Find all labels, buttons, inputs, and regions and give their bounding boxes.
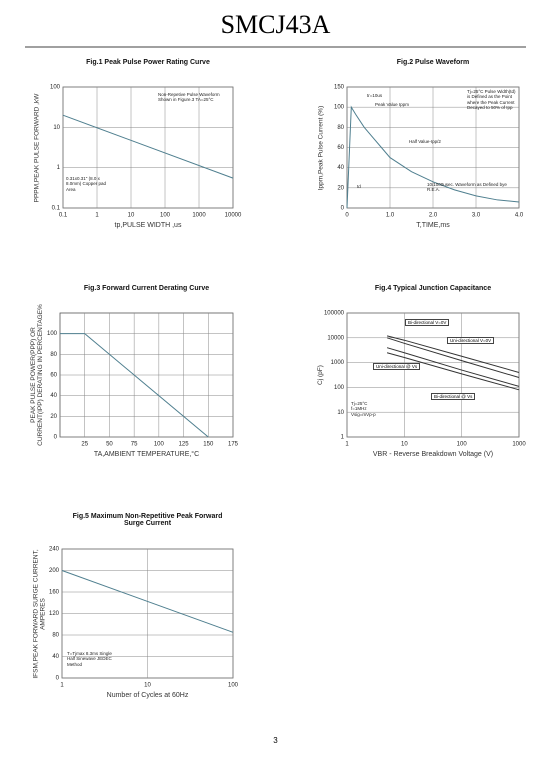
series-label: Uni-directional V=0V: [447, 337, 495, 344]
y-tick-label: 240: [49, 547, 60, 553]
x-tick-label: 10000: [225, 213, 242, 219]
y-tick-label: 40: [52, 654, 59, 660]
y-tick-label: 0: [54, 435, 58, 441]
x-tick-label: 3.0: [472, 213, 481, 219]
x-tick-label: 1: [95, 213, 99, 219]
y-tick-label: 10: [337, 410, 344, 416]
x-tick-label: 50: [106, 442, 113, 448]
x-tick-label: 75: [131, 442, 138, 448]
x-tick-label: 100: [154, 442, 165, 448]
x-tick-label: 1000: [512, 442, 526, 448]
y-tick-label: 150: [334, 85, 345, 91]
data-line: [60, 333, 209, 438]
y-tick-label: 80: [337, 125, 344, 131]
x-tick-label: 100: [457, 442, 468, 448]
data-line: [61, 570, 234, 633]
y-tick-label: 80: [52, 633, 59, 639]
x-tick-label: 150: [203, 442, 214, 448]
chart-title: Fig.2 Pulse Waveform: [396, 59, 470, 66]
data-line: [386, 352, 520, 391]
annotation: 10/1000usec. Waveform as Defined bye R.E…: [427, 182, 507, 193]
x-tick-label: 175: [228, 442, 239, 448]
y-tick-label: 20: [337, 185, 344, 191]
x-tick-label: 10: [128, 213, 135, 219]
annotation: td: [357, 184, 361, 189]
data-line: [386, 337, 520, 379]
y-tick-label: 100: [47, 331, 58, 337]
x-tick-label: 0: [345, 213, 349, 219]
x-axis-label: TA,AMBIENT TEMPERATURE,°C: [93, 451, 200, 458]
data-line: [386, 335, 520, 373]
annotation: Half Value-Ipp/2: [409, 139, 441, 144]
annotation: Tj=25°C f=1MHz Vsig=mVp-p: [351, 401, 376, 417]
x-tick-label: 10: [144, 683, 151, 689]
plot-frame: [346, 312, 520, 438]
y-tick-label: 100: [334, 385, 345, 391]
y-tick-label: 10000: [327, 335, 344, 341]
x-tick-label: 0.1: [59, 213, 68, 219]
y-tick-label: 10: [53, 125, 60, 131]
data-line: [346, 105, 520, 209]
annotation: 0.31x0.31" (8.0 x 8.0mm) Copper pad Area: [66, 176, 107, 192]
y-axis-label: PPPM,PEAK PULSE FORWARD ,kW: [33, 93, 40, 202]
y-tick-label: 20: [50, 414, 57, 420]
y-axis-label: PEAK PULSE POWER(PPP) OR CURRENT(IPP) DE…: [30, 304, 45, 446]
x-tick-label: 1: [60, 683, 64, 689]
y-axis-label: Ippm,Peak Pulse Current (%): [317, 105, 324, 190]
chart-title: Fig.5 Maximum Non-Repetitive Peak Forwar…: [72, 513, 223, 527]
y-tick-label: 80: [50, 352, 57, 358]
x-tick-label: 125: [179, 442, 190, 448]
x-axis-label: VBR - Reverse Breakdown Voltage (V): [372, 451, 494, 458]
x-tick-label: 100: [228, 683, 239, 689]
x-tick-label: 1: [345, 442, 349, 448]
y-tick-label: 120: [49, 611, 60, 617]
x-tick-label: 1000: [192, 213, 206, 219]
annotation: Non-Repetive Pulse Waveform Shown in Fig…: [158, 92, 220, 103]
chart-title: Fig.1 Peak Pulse Power Rating Curve: [86, 59, 210, 66]
y-tick-label: 1: [57, 165, 61, 171]
x-tick-label: 4.0: [515, 213, 524, 219]
data-line: [386, 347, 520, 387]
x-axis-label: T,TIME,ms: [416, 222, 450, 229]
y-axis-label: Cj (pF): [317, 365, 324, 385]
series-label: Uni-directional @ Vs: [373, 363, 421, 370]
x-tick-label: 1.0: [386, 213, 395, 219]
y-tick-label: 1: [341, 435, 345, 441]
page-number: 3: [273, 736, 278, 745]
y-tick-label: 100: [334, 105, 345, 111]
y-tick-label: 100000: [324, 311, 345, 317]
y-tick-label: 40: [50, 393, 57, 399]
annotation: Tj=25°C Pulse Width(td) is Defined as th…: [467, 89, 516, 111]
series-label: Bi-directional @ Vs: [431, 393, 476, 400]
y-tick-label: 0.1: [52, 206, 61, 212]
series-label: Bi-directional V=0V: [405, 319, 450, 326]
y-tick-label: 40: [337, 165, 344, 171]
x-tick-label: 10: [401, 442, 408, 448]
x-tick-label: 2.0: [429, 213, 438, 219]
annotation: Peak Value Ippm: [375, 102, 409, 107]
x-axis-label: tp,PULSE WIDTH ,us: [114, 222, 182, 229]
annotation: T=Tjmax 8.3ms Single Half Sinewave JEDEC…: [67, 651, 112, 667]
x-tick-label: 100: [160, 213, 171, 219]
y-tick-label: 60: [50, 373, 57, 379]
y-tick-label: 100: [50, 85, 61, 91]
data-line: [62, 114, 234, 179]
x-tick-label: 25: [81, 442, 88, 448]
chart-title: Fig.4 Typical Junction Capacitance: [374, 285, 492, 292]
y-tick-label: 160: [49, 590, 60, 596]
y-tick-label: 60: [337, 145, 344, 151]
y-axis-label: IFSM,PEAK FORWARD SURGE CURRENT, AMPERES: [32, 548, 47, 679]
chart-title: Fig.3 Forward Current Derating Curve: [83, 285, 210, 292]
annotation: tr=10us: [367, 93, 383, 98]
y-tick-label: 1000: [331, 360, 345, 366]
y-tick-label: 0: [341, 206, 345, 212]
x-axis-label: Number of Cycles at 60Hz: [106, 692, 189, 699]
y-tick-label: 200: [49, 568, 60, 574]
doc-title: SMCJ43A: [220, 10, 331, 39]
y-tick-label: 0: [56, 676, 60, 682]
